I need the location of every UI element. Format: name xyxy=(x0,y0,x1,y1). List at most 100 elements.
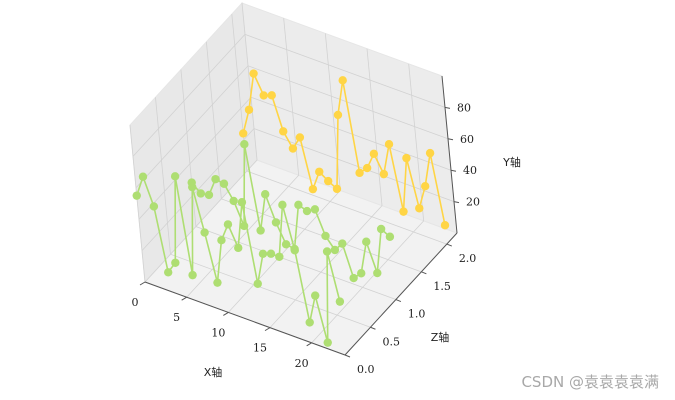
x-tick-label: 10 xyxy=(211,326,225,339)
series-point xyxy=(271,218,281,227)
x-axis-label: X轴 xyxy=(204,365,223,379)
series-point xyxy=(362,237,371,246)
series-point xyxy=(373,268,382,278)
y-axis-line xyxy=(441,75,458,234)
x-grid-line xyxy=(269,48,383,328)
series-point xyxy=(261,190,270,199)
series-point xyxy=(234,243,243,253)
series-2 xyxy=(239,69,450,230)
series-point xyxy=(324,176,333,186)
series-point xyxy=(332,184,342,194)
y-tick-label: 40 xyxy=(463,164,477,177)
series-point xyxy=(399,207,408,216)
series-point xyxy=(294,200,303,210)
series-point xyxy=(200,228,209,237)
z-tick-label: 2.0 xyxy=(459,252,477,265)
series-point xyxy=(288,144,298,153)
z-tick-label: 1.0 xyxy=(408,308,426,321)
series-point xyxy=(338,239,347,248)
z-axis-label: Z轴 xyxy=(431,330,450,344)
series-point xyxy=(295,133,305,142)
z-grid-line xyxy=(180,69,397,300)
x-tick-mark xyxy=(223,311,229,316)
x-grid-line xyxy=(186,18,300,298)
series-point xyxy=(213,278,222,287)
z-tick-mark xyxy=(446,243,453,247)
series-point xyxy=(219,179,229,188)
series-point xyxy=(369,149,379,159)
series-point xyxy=(349,273,358,283)
series-point xyxy=(355,168,364,178)
z-tick-label: 0.5 xyxy=(382,335,400,348)
series-point xyxy=(211,174,220,184)
z-axis-line xyxy=(344,232,458,356)
series-point xyxy=(256,226,265,235)
y-grid-line xyxy=(141,128,455,251)
series-point xyxy=(281,240,291,249)
series-point xyxy=(402,153,411,163)
series-0 xyxy=(132,172,345,347)
series-point xyxy=(240,140,249,149)
series-point xyxy=(259,91,268,100)
series-point xyxy=(338,76,347,85)
series-point xyxy=(278,200,287,210)
series-point xyxy=(188,270,197,280)
series-point xyxy=(171,258,180,267)
series-point xyxy=(322,247,332,256)
series-point xyxy=(164,268,173,277)
z-grid-line xyxy=(155,97,371,328)
x-tick-mark xyxy=(139,281,146,286)
series-point xyxy=(239,129,248,138)
series-point xyxy=(421,181,430,191)
series-point xyxy=(170,172,180,181)
z-grid-line xyxy=(231,14,447,245)
series-point xyxy=(425,148,435,158)
y-grid-line xyxy=(132,33,446,157)
series-point xyxy=(223,220,233,229)
series-point xyxy=(237,198,247,207)
series-point xyxy=(357,269,366,278)
z-tick-mark xyxy=(421,271,427,275)
y-tick-label: 20 xyxy=(466,196,480,209)
series-point xyxy=(379,169,389,179)
series-point xyxy=(384,140,394,149)
series-point xyxy=(249,69,258,78)
y-tick-label: 60 xyxy=(460,133,474,146)
y-axis-label: Y轴 xyxy=(502,155,521,169)
series-point xyxy=(311,291,320,300)
series-point xyxy=(267,91,276,100)
z-tick-label: 1.5 xyxy=(433,280,451,293)
series-layer xyxy=(132,69,450,347)
series-point xyxy=(321,231,330,241)
series-point xyxy=(149,202,159,211)
z-tick-label: 0.0 xyxy=(357,363,375,376)
x-grid-line xyxy=(144,2,258,283)
series-point xyxy=(244,105,254,114)
z-grid-line xyxy=(205,41,422,273)
series-point xyxy=(333,110,343,120)
series-point xyxy=(385,232,395,241)
series-point xyxy=(440,221,450,230)
series-point xyxy=(275,252,284,261)
series-point xyxy=(138,172,148,181)
series-point xyxy=(266,249,276,258)
x-tick-label: 0 xyxy=(132,296,139,309)
series-point xyxy=(253,279,262,288)
series-point xyxy=(279,127,288,136)
z-tick-mark xyxy=(344,354,351,358)
series-point xyxy=(196,189,205,198)
z-tick-mark xyxy=(370,326,376,330)
y-tick-mark xyxy=(450,169,457,172)
x-tick-label: 5 xyxy=(173,311,180,324)
series-point xyxy=(362,163,372,173)
series-point xyxy=(217,235,226,245)
y-tick-label: 80 xyxy=(457,101,471,114)
y-tick-mark xyxy=(444,106,451,109)
series-point xyxy=(204,190,214,200)
x-tick-mark xyxy=(306,342,312,347)
axis-lines xyxy=(139,75,460,358)
y-tick-mark xyxy=(453,201,460,204)
series-point xyxy=(302,206,312,216)
x-tick-mark xyxy=(181,296,187,301)
